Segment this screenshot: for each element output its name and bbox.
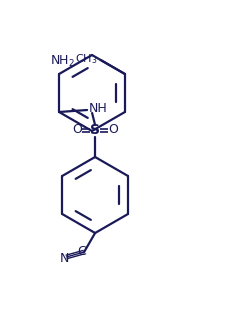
Text: N: N <box>59 252 69 265</box>
Text: O: O <box>108 123 118 136</box>
Text: O: O <box>72 123 82 136</box>
Text: C: C <box>77 244 86 258</box>
Text: S: S <box>90 123 100 137</box>
Text: CH$_3$: CH$_3$ <box>75 52 97 66</box>
Text: NH: NH <box>89 102 107 116</box>
Text: NH$_2$: NH$_2$ <box>49 54 74 69</box>
